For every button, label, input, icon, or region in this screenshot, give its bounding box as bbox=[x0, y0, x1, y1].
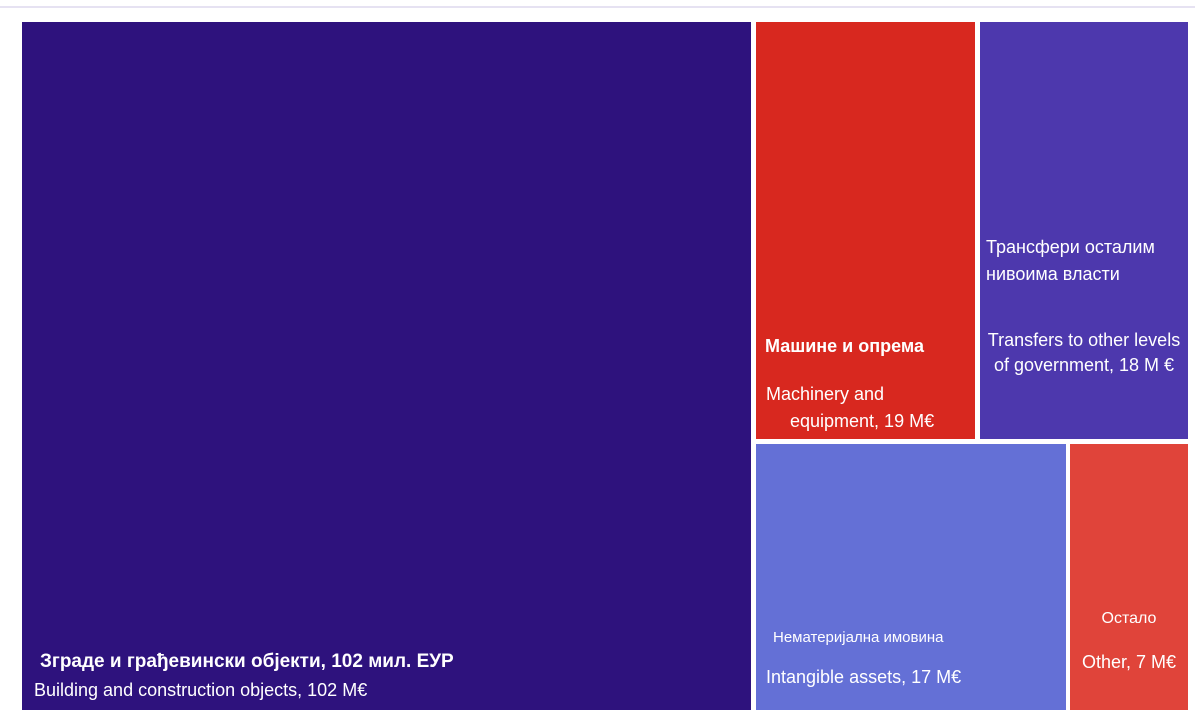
tile-label-other-en: Other, 7 M€ bbox=[1081, 652, 1177, 672]
tile-label-building-sr: Зграде и грађевински објекти, 102 мил. Е… bbox=[40, 651, 454, 672]
tile-label-transfers-sr: Трансфери осталим нивоима власти bbox=[986, 237, 1155, 284]
tile-label-other-sr: Остало bbox=[1101, 610, 1157, 627]
tile-label-intangible-en: Intangible assets, 17 M€ bbox=[766, 667, 962, 687]
treemap-tile-intangible[interactable]: Нематеријална имовина Intangible assets,… bbox=[756, 444, 1066, 710]
tile-label-intangible-sr: Нематеријална имовина bbox=[773, 629, 944, 646]
top-divider-line bbox=[0, 6, 1195, 8]
treemap-tile-transfers[interactable]: Трансфери осталим нивоима власти Transfe… bbox=[980, 22, 1188, 439]
tile-label-building-en: Building and construction objects, 102 M… bbox=[34, 680, 368, 700]
treemap-tile-other[interactable]: Остало Other, 7 M€ bbox=[1070, 444, 1188, 710]
tile-label-machinery-sr: Машине и опрема bbox=[765, 336, 924, 356]
tile-label-machinery-en-2: equipment, 19 M€ bbox=[790, 411, 935, 431]
treemap-tile-building[interactable]: Зграде и грађевински објекти, 102 мил. Е… bbox=[22, 22, 751, 710]
tile-label-machinery-en: Machinery and bbox=[766, 384, 885, 404]
tile-label-transfers-en: Transfers to other levels of government,… bbox=[987, 330, 1181, 375]
treemap-tile-machinery[interactable]: Машине и опрема Machinery and equipment,… bbox=[756, 22, 975, 439]
